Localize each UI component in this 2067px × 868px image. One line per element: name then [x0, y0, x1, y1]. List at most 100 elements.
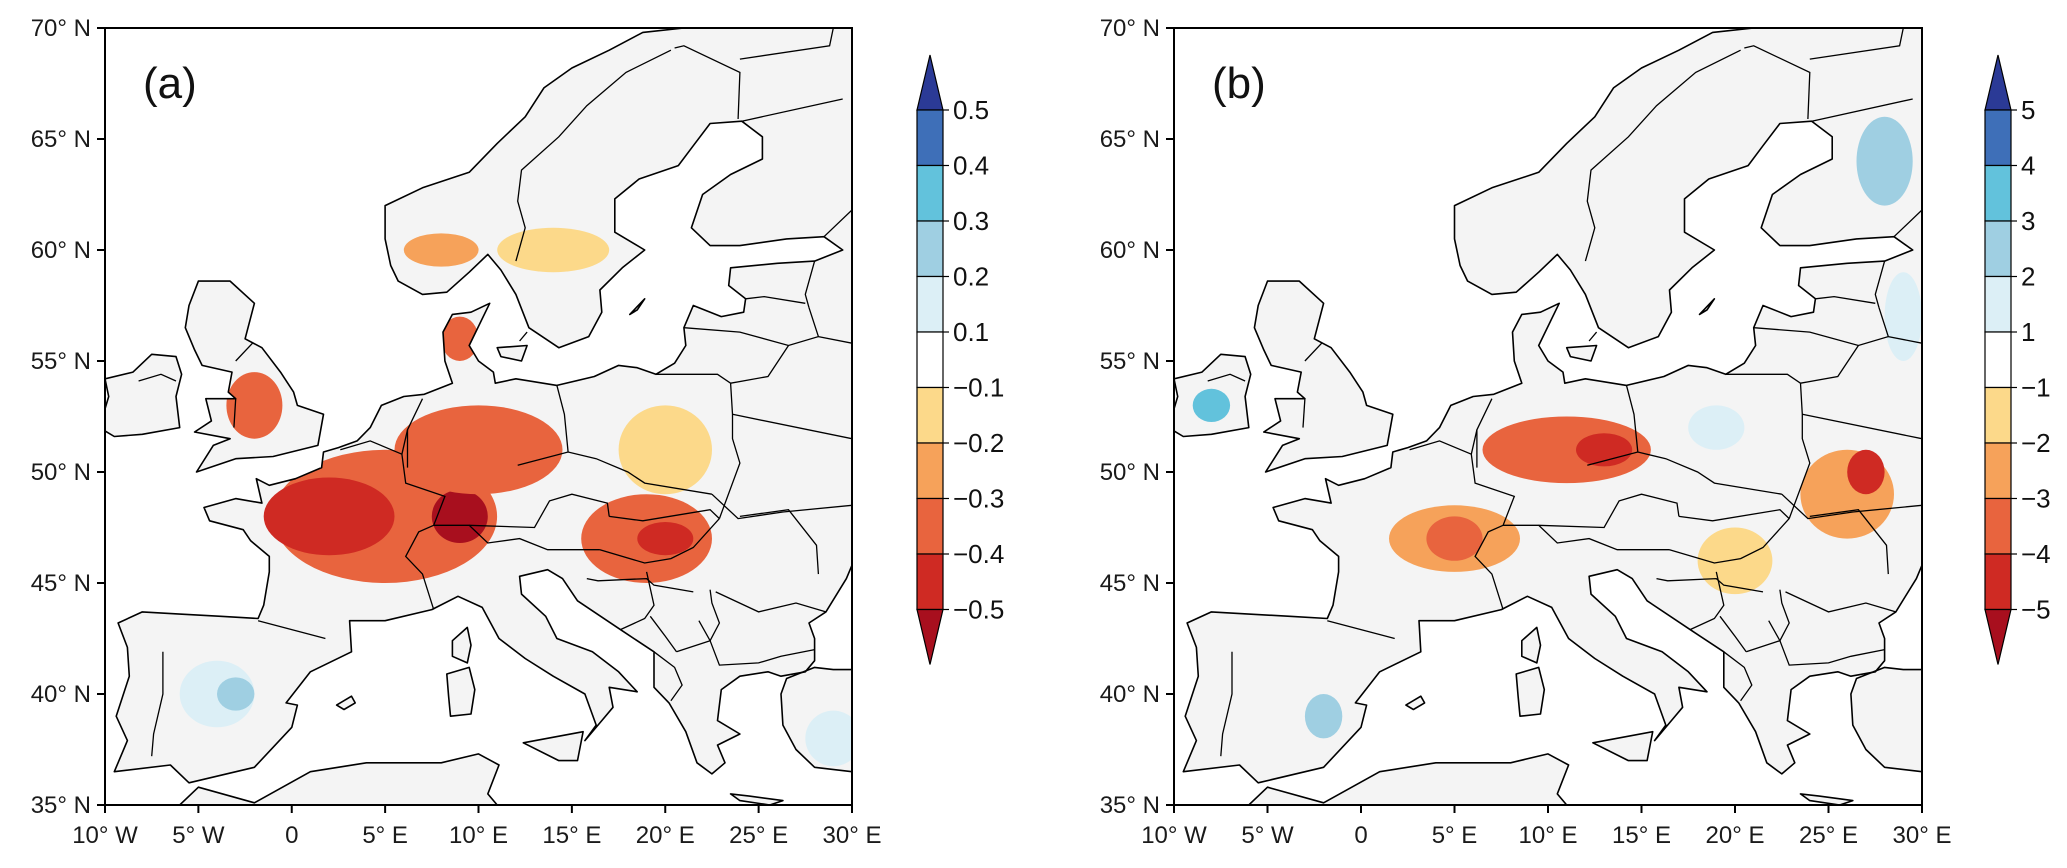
colorbar-segment [1984, 275, 2012, 333]
country-border [715, 591, 827, 613]
country-border [711, 493, 852, 520]
anomaly-region [1304, 694, 1343, 739]
coastlines-b [1174, 28, 1922, 805]
country-border [655, 373, 731, 384]
colorbar-label: 2 [2021, 262, 2035, 292]
country-border [1800, 345, 1859, 384]
panel-label-a: (a) [143, 59, 197, 108]
country-border [469, 493, 610, 529]
country-border [515, 49, 672, 262]
lat-tick-label: 70° N [1100, 15, 1160, 42]
coastline [1799, 793, 1854, 805]
lat-tick-label: 40° N [1100, 681, 1160, 708]
lon-tick-label: 15° E [1612, 822, 1671, 849]
lat-tick-label: 60° N [1100, 237, 1160, 264]
lon-tick-label: 25° E [1799, 822, 1858, 849]
coastline [496, 344, 528, 362]
anomaly-region [1688, 405, 1745, 450]
land-africa [105, 753, 499, 805]
colorbar-segment [916, 220, 944, 278]
country-border [1788, 383, 1811, 519]
lat-tick-label: 35° N [31, 792, 91, 819]
colorbar-label: 5 [2021, 95, 2035, 125]
country-border [1587, 451, 1782, 495]
country-border [649, 615, 678, 653]
coastlines-a [105, 28, 852, 805]
lat-tick-label: 50° N [1100, 459, 1160, 486]
lon-tick-label: 10° E [1519, 822, 1578, 849]
country-border [233, 398, 237, 428]
panel-label-b: (b) [1212, 59, 1266, 108]
coastline [113, 28, 852, 784]
land-area-b [1174, 28, 1922, 805]
country-border [1723, 651, 1753, 702]
country-border [1874, 260, 1886, 308]
lon-tick-label: 5° E [362, 822, 408, 849]
colorbar-label: −0.1 [953, 373, 1004, 403]
anomaly-region [637, 522, 694, 556]
land-continent [114, 28, 852, 783]
colorbar-label: 0.2 [953, 262, 989, 292]
country-border [1302, 398, 1306, 428]
colorbar-label: 0.5 [953, 95, 989, 125]
coastline [1182, 28, 1922, 784]
country-border [1503, 524, 1670, 551]
country-border [741, 98, 843, 122]
country-border [401, 429, 409, 455]
land-continent [1183, 28, 1922, 783]
coastline [1850, 666, 1922, 773]
lon-tick-label: 0 [285, 822, 298, 849]
country-border [556, 385, 569, 453]
lat-tick-label: 65° N [31, 126, 91, 153]
colorbar-segment [1984, 220, 2012, 278]
country-border [1588, 331, 1598, 342]
country-border [823, 209, 852, 238]
coastline [1592, 730, 1654, 762]
country-border [519, 331, 528, 342]
country-border [1779, 589, 1790, 642]
country-border [1779, 640, 1885, 666]
country-border [1584, 49, 1741, 262]
country-border [517, 451, 713, 495]
country-border [718, 383, 741, 519]
lat-tick-label: 50° N [31, 459, 91, 486]
colorbar-segment [1984, 331, 2012, 389]
country-border [1669, 518, 1790, 564]
axis-ticks-b: 10° W 5° W 0 5° E 10° E 15° E 20° E 25° E 30° E 7… [1100, 15, 1952, 849]
coastline [184, 280, 325, 473]
country-border [151, 651, 164, 757]
country-border [1725, 373, 1801, 384]
country-border [1656, 577, 1764, 593]
anomaly-region [1426, 516, 1483, 561]
coastline [780, 666, 852, 773]
coastline [1174, 753, 1570, 805]
coastline [105, 753, 500, 805]
lat-tick-label: 45° N [31, 570, 91, 597]
country-border [818, 335, 852, 344]
lon-tick-label: 10° E [449, 822, 508, 849]
colorbar-label: −0.5 [953, 595, 1004, 625]
country-border [1809, 28, 1904, 60]
colorbar-segment [916, 386, 944, 444]
lon-tick-label: 20° E [636, 822, 695, 849]
country-border [138, 373, 177, 382]
coastline [105, 353, 183, 438]
panel-b-map: 10° W 5° W 0 5° E 10° E 15° E 20° E 25° E 30° E 7… [1100, 15, 1952, 849]
colorbar-bottom-extend [1984, 608, 2012, 665]
coastline [446, 666, 476, 717]
colorbar-segment [1984, 164, 2012, 222]
colorbar-label: 4 [2021, 151, 2035, 181]
land-sardinia [1516, 667, 1545, 717]
lon-tick-label: 5° W [1241, 822, 1294, 849]
coastline [1565, 344, 1598, 362]
lat-tick-label: 55° N [1100, 348, 1160, 375]
anomaly-region [1576, 433, 1633, 467]
land-mallorca [1405, 696, 1425, 710]
land-crete [730, 793, 783, 805]
anomaly-region [618, 405, 712, 495]
colorbar-segment [916, 275, 944, 333]
country-border [599, 518, 720, 564]
country-border [620, 571, 655, 631]
colorbar-label: 0.3 [953, 206, 989, 236]
